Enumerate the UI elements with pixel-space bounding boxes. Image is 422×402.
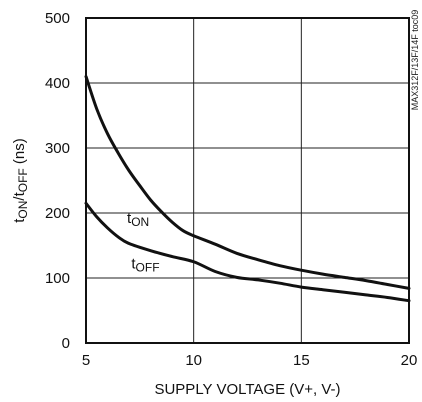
y-tick-label: 0 — [62, 335, 70, 352]
y-tick-label: 300 — [45, 140, 70, 157]
y-tick-label: 400 — [45, 75, 70, 92]
y-axis-title: tON/tOFF (ns) — [11, 138, 30, 223]
plot-frame — [85, 17, 410, 344]
series-line-toff — [84, 201, 411, 303]
x-axis-title: SUPPLY VOLTAGE (V+, V-) — [154, 381, 340, 398]
y-tick-label: 500 — [45, 10, 70, 27]
y-tick-label: 100 — [45, 270, 70, 287]
series-labels: tON tOFF — [127, 210, 159, 275]
figure-code-label: MAX312F/13F/14F toc09 — [410, 10, 420, 111]
x-tick-label: 5 — [82, 352, 90, 369]
series-label-toff: tOFF — [131, 255, 159, 274]
x-tick-labels: 5 10 15 20 — [82, 352, 418, 369]
x-tick-label: 10 — [185, 352, 202, 369]
y-tick-label: 200 — [45, 205, 70, 222]
series-line-ton — [84, 75, 411, 290]
x-tick-label: 20 — [401, 352, 418, 369]
series-label-ton: tON — [127, 210, 149, 229]
x-tick-label: 15 — [293, 352, 310, 369]
series-lines — [84, 75, 411, 303]
y-tick-labels: 0 100 200 300 400 500 — [45, 10, 70, 352]
